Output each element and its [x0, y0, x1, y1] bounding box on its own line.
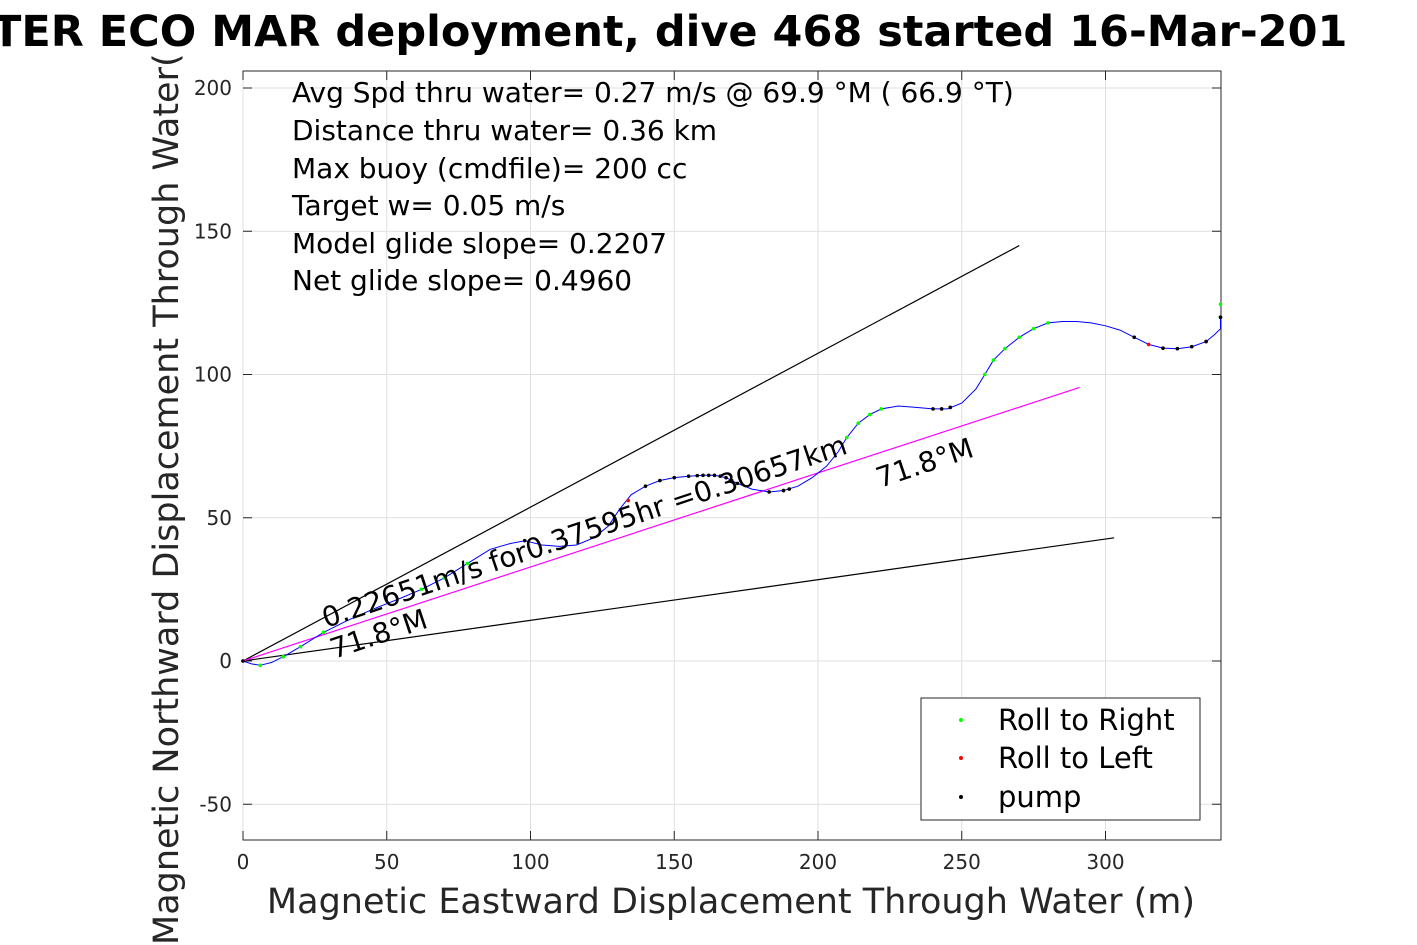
x-tick-label: 250 [943, 850, 981, 874]
roll-right-marker [1218, 302, 1223, 307]
pump-marker [241, 659, 245, 663]
pump-marker [729, 478, 734, 483]
y-tick-label: 0 [219, 649, 232, 673]
legend-pump-marker [959, 795, 963, 799]
pump-marker [706, 473, 711, 478]
legend-roll-left-label: Roll to Left [998, 741, 1153, 775]
pump-marker [522, 538, 527, 543]
chart-title: TER ECO MAR deployment, dive 468 started… [0, 7, 1347, 57]
roll-right-marker [1017, 335, 1022, 340]
roll-left-marker [626, 498, 631, 503]
pump-marker [1218, 315, 1223, 320]
legend-box [920, 697, 1201, 821]
pump-marker [1175, 346, 1180, 351]
pump-marker [787, 487, 792, 491]
roll-right-marker [419, 587, 424, 592]
roll-right-marker [258, 663, 263, 668]
x-tick-label: 150 [655, 850, 693, 874]
pump-marker [701, 473, 705, 478]
roll-right-marker [867, 412, 872, 417]
upper-bound-line [242, 245, 1020, 662]
y-tick-label: 100 [194, 363, 232, 387]
legend-roll-right-marker [959, 718, 963, 722]
x-tick-label: 300 [1086, 850, 1124, 874]
legend-roll-right-label: Roll to Right [998, 703, 1175, 737]
roll-right-marker [442, 576, 447, 580]
pump-marker [658, 478, 662, 483]
pump-marker [718, 474, 723, 479]
pump-marker [1189, 344, 1194, 349]
y-tick-label: 50 [207, 506, 232, 530]
guide-lines [242, 245, 1115, 662]
roll-right-marker [370, 607, 375, 612]
roll-right-marker [281, 654, 286, 659]
roll-right-marker [1031, 326, 1036, 331]
info-target-w: Target w= 0.05 m/s [291, 189, 565, 222]
lower-bound-line [242, 537, 1115, 662]
pump-marker [643, 484, 648, 489]
y-tick-label: 150 [194, 219, 232, 243]
info-net-glide: Net glide slope= 0.4960 [292, 264, 632, 297]
roll-right-marker [879, 407, 884, 411]
pump-marker [939, 407, 944, 411]
pump-marker [695, 473, 700, 478]
track-markers [241, 302, 1223, 668]
y-tick-labels: -50 0 50 100 150 200 [194, 76, 232, 816]
x-tick-label: 200 [799, 850, 837, 874]
roll-right-marker [844, 435, 849, 440]
pump-marker [724, 475, 728, 480]
mean-heading-line [242, 386, 1080, 662]
pump-marker [781, 488, 786, 493]
roll-left-marker [1146, 342, 1151, 347]
roll-right-marker [1046, 321, 1050, 325]
pump-marker [1132, 335, 1137, 340]
pump-marker [931, 407, 935, 411]
roll-right-marker [1003, 346, 1007, 351]
roll-right-marker [856, 421, 861, 426]
roll-right-marker [982, 372, 987, 377]
x-tick-labels: 0 50 100 150 200 250 300 [237, 850, 1125, 874]
roll-right-marker [465, 561, 470, 566]
y-tick-label: 200 [194, 76, 232, 100]
legend: Roll to Right Roll to Left pump [920, 697, 1201, 821]
legend-pump-label: pump [998, 780, 1081, 814]
info-distance: Distance thru water= 0.36 km [292, 114, 717, 147]
pump-marker [735, 481, 740, 486]
pump-marker [767, 490, 771, 494]
roll-right-marker [321, 630, 326, 635]
info-text-block: Avg Spd thru water= 0.27 m/s @ 69.9 °M (… [291, 76, 1014, 297]
pump-marker [712, 473, 717, 478]
pump-marker [948, 405, 953, 410]
tick-marks [242, 71, 1221, 840]
x-tick-label: 50 [374, 850, 399, 874]
x-tick-label: 100 [511, 850, 549, 874]
roll-right-marker [991, 358, 996, 362]
info-avg-speed: Avg Spd thru water= 0.27 m/s @ 69.9 °M (… [292, 76, 1014, 109]
pump-marker [1204, 339, 1208, 344]
legend-roll-left-marker [959, 756, 963, 760]
x-tick-label: 0 [237, 850, 250, 874]
x-axis-label: Magnetic Eastward Displacement Through W… [267, 882, 1195, 922]
info-model-glide: Model glide slope= 0.2207 [292, 227, 667, 260]
y-tick-label: -50 [199, 792, 232, 816]
y-axis-label: Magnetic Northward Displacement Through … [147, 53, 187, 945]
pump-marker [672, 475, 677, 480]
info-max-buoy: Max buoy (cmdfile)= 200 cc [292, 152, 687, 185]
pump-marker [1161, 346, 1165, 350]
roll-right-marker [298, 644, 303, 649]
pump-marker [686, 474, 691, 479]
